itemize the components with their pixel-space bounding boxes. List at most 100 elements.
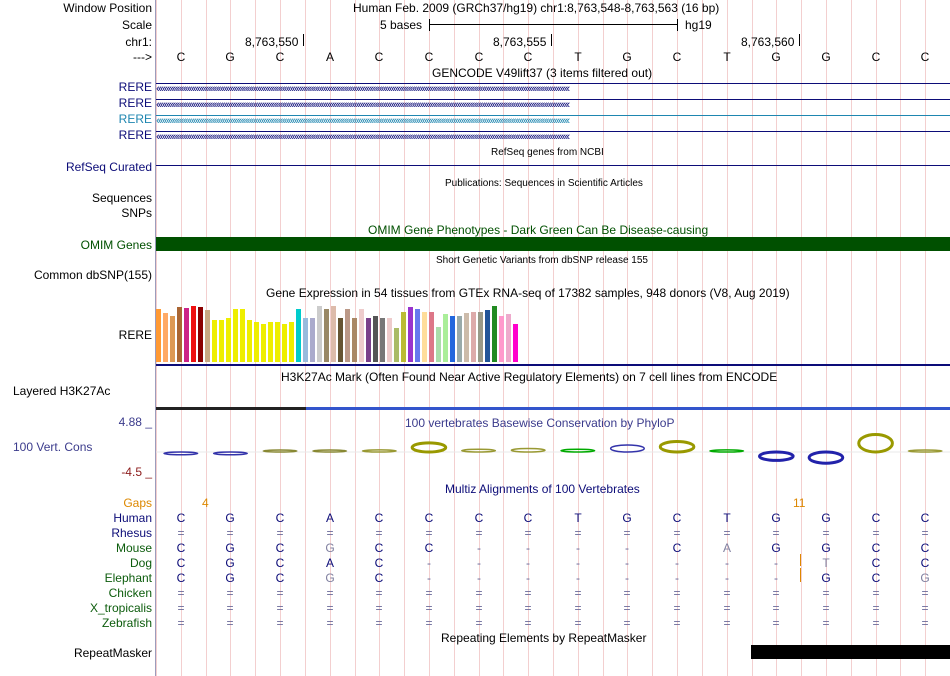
gtex-tissue-bar[interactable] (387, 318, 392, 362)
alignment-base: = (375, 601, 383, 615)
gencode-gene-label-4[interactable]: RERE (118, 128, 152, 142)
gtex-tissue-bar[interactable] (163, 313, 168, 362)
gtex-tissue-bar[interactable] (240, 309, 245, 362)
gtex-tissue-bar[interactable] (156, 309, 161, 362)
gtex-tissue-bar[interactable] (366, 318, 371, 362)
gtex-tissue-bar[interactable] (170, 316, 175, 362)
gtex-tissue-bar[interactable] (429, 312, 434, 362)
gtex-tissue-bar[interactable] (303, 318, 308, 362)
gencode-transcript-2[interactable]: ‹‹‹‹‹‹‹‹‹‹‹‹‹‹‹‹‹‹‹‹‹‹‹‹‹‹‹‹‹‹‹‹‹‹‹‹‹‹‹‹… (156, 99, 950, 109)
gtex-bar-chart[interactable] (156, 304, 536, 362)
gtex-tissue-bar[interactable] (457, 316, 462, 362)
gtex-tissue-bar[interactable] (233, 309, 238, 362)
gtex-tissue-bar[interactable] (198, 307, 203, 362)
omim-gene-bar[interactable] (156, 237, 950, 251)
chrom-label: chr1: (125, 35, 152, 49)
gencode-gene-label-3[interactable]: RERE (118, 112, 152, 126)
publications-track-label[interactable]: Sequences (91, 191, 152, 205)
gtex-tissue-bar[interactable] (212, 320, 217, 362)
refseq-track-label[interactable]: RefSeq Curated (65, 160, 152, 174)
phylop-track-label[interactable]: 100 Vert. Cons (13, 440, 93, 454)
alignment-base: - (725, 571, 729, 585)
alignment-base: C (176, 556, 186, 570)
omim-track-label[interactable]: OMIM Genes (80, 238, 152, 252)
gtex-tissue-bar[interactable] (415, 309, 420, 362)
gtex-tissue-bar[interactable] (275, 322, 280, 362)
alignment-base: - (526, 556, 530, 570)
gtex-tissue-bar[interactable] (499, 316, 504, 362)
gencode-transcript-3[interactable]: ‹‹‹‹‹‹‹‹‹‹‹‹‹‹‹‹‹‹‹‹‹‹‹‹‹‹‹‹‹‹‹‹‹‹‹‹‹‹‹‹… (156, 115, 950, 125)
gtex-tissue-bar[interactable] (380, 318, 385, 362)
gtex-tissue-bar[interactable] (492, 306, 497, 362)
gtex-tissue-bar[interactable] (338, 318, 343, 362)
alignment-base: A (325, 511, 334, 525)
gtex-tissue-bar[interactable] (471, 312, 476, 362)
species-label[interactable]: Dog (129, 556, 152, 570)
gtex-tissue-bar[interactable] (345, 309, 350, 362)
gtex-tissue-bar[interactable] (331, 306, 336, 362)
dbsnp-track-title: Short Genetic Variants from dbSNP releas… (436, 255, 648, 266)
gtex-tissue-bar[interactable] (282, 324, 287, 362)
gtex-tissue-bar[interactable] (324, 309, 329, 362)
gtex-tissue-bar[interactable] (485, 310, 490, 362)
repeat-element-block[interactable] (751, 645, 950, 659)
gtex-tissue-bar[interactable] (464, 313, 469, 362)
gtex-tissue-bar[interactable] (394, 328, 399, 362)
gencode-transcript-1[interactable]: ‹‹‹‹‹‹‹‹‹‹‹‹‹‹‹‹‹‹‹‹‹‹‹‹‹‹‹‹‹‹‹‹‹‹‹‹‹‹‹‹… (156, 83, 950, 93)
gtex-tissue-bar[interactable] (191, 306, 196, 362)
gtex-tissue-bar[interactable] (184, 308, 189, 362)
refseq-gene-line[interactable] (156, 165, 950, 166)
alignment-base: = (226, 601, 234, 615)
species-label[interactable]: Mouse (115, 541, 152, 555)
insertion-mark-dog (800, 554, 801, 566)
gtex-tissue-bar[interactable] (289, 322, 294, 362)
dbsnp-track-label[interactable]: Common dbSNP(155) (33, 268, 152, 282)
repeatmasker-track-label[interactable]: RepeatMasker (73, 646, 152, 660)
phylop-plot[interactable] (156, 430, 950, 475)
gtex-tissue-bar[interactable] (436, 327, 441, 362)
gtex-tissue-bar[interactable] (219, 320, 224, 362)
snps-track-label[interactable]: SNPs (121, 206, 152, 220)
gtex-tissue-bar[interactable] (177, 307, 182, 362)
species-label[interactable]: Rhesus (111, 526, 152, 540)
gtex-tissue-bar[interactable] (408, 307, 413, 362)
gtex-tissue-bar[interactable] (352, 318, 357, 362)
gtex-tissue-bar[interactable] (450, 316, 455, 362)
species-label[interactable]: Chicken (108, 586, 152, 600)
gtex-tissue-bar[interactable] (478, 312, 483, 362)
alignment-base: C (176, 571, 186, 585)
alignment-base: - (625, 556, 629, 570)
h3k27ac-track-label[interactable]: Layered H3K27Ac (13, 384, 111, 398)
species-label[interactable]: Zebrafish (101, 616, 152, 630)
gtex-tissue-bar[interactable] (247, 320, 252, 362)
gtex-tissue-bar[interactable] (205, 310, 210, 362)
species-label[interactable]: Human (113, 511, 152, 525)
species-label[interactable]: Elephant (104, 571, 152, 585)
gencode-transcript-4[interactable]: ‹‹‹‹‹‹‹‹‹‹‹‹‹‹‹‹‹‹‹‹‹‹‹‹‹‹‹‹‹‹‹‹‹‹‹‹‹‹‹‹… (156, 131, 950, 141)
gtex-tissue-bar[interactable] (422, 312, 427, 362)
gtex-tissue-bar[interactable] (226, 318, 231, 362)
gtex-tissue-bar[interactable] (373, 316, 378, 362)
track-label-sidebar: Window Position Scale chr1: ---> RERE RE… (0, 0, 155, 676)
gencode-gene-label-2[interactable]: RERE (118, 96, 152, 110)
alignment-base: C (871, 556, 881, 570)
gtex-tissue-bar[interactable] (513, 324, 518, 362)
gtex-tissue-bar[interactable] (268, 322, 273, 362)
gtex-tissue-bar[interactable] (310, 318, 315, 362)
alignment-base: C (424, 541, 434, 555)
gencode-gene-label-1[interactable]: RERE (118, 80, 152, 94)
species-label[interactable]: X_tropicalis (89, 601, 152, 615)
gtex-tissue-bar[interactable] (506, 314, 511, 362)
gtex-tissue-bar[interactable] (296, 309, 301, 362)
genome-browser-image[interactable]: Human Feb. 2009 (GRCh37/hg19) chr1:8,763… (156, 0, 950, 676)
gtex-tissue-bar[interactable] (443, 314, 448, 362)
alignment-base: = (177, 601, 185, 615)
alignment-base: = (326, 616, 334, 630)
alignment-base: - (477, 571, 481, 585)
gtex-tissue-bar[interactable] (317, 306, 322, 362)
gtex-tissue-bar[interactable] (254, 322, 259, 362)
gtex-tissue-bar[interactable] (261, 324, 266, 362)
gtex-gene-label[interactable]: RERE (118, 328, 152, 342)
gtex-tissue-bar[interactable] (359, 309, 364, 362)
gtex-tissue-bar[interactable] (401, 312, 406, 362)
